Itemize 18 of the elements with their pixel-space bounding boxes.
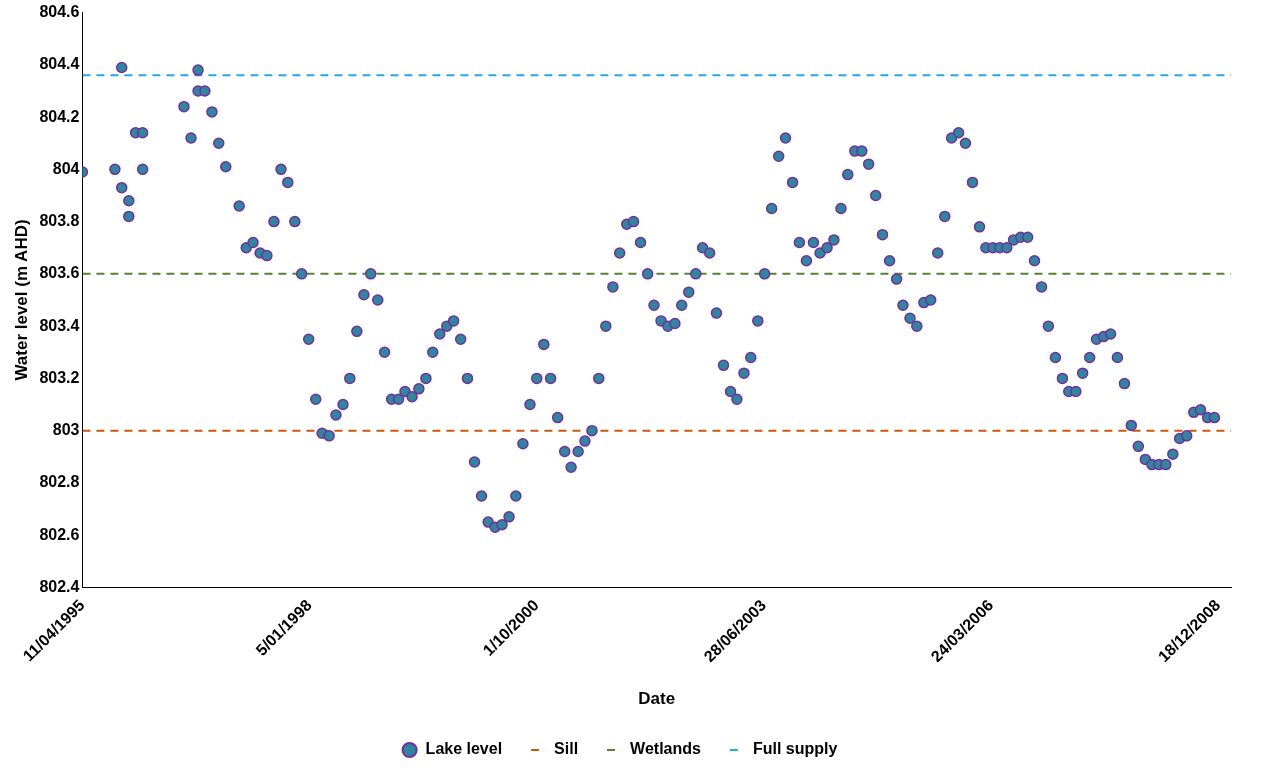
y-tick-label: 804.2 [39, 107, 80, 125]
y-tick-label: 802.8 [39, 473, 80, 491]
y-tick-label: 802.6 [39, 525, 80, 543]
y-tick-label: 803.2 [39, 368, 80, 386]
y-tick-label: 804.6 [39, 3, 80, 21]
legend-label: Lake level [425, 740, 503, 758]
y-axis-title: Water level (m AHD) [11, 219, 31, 381]
x-axis-title: Date [638, 689, 676, 709]
y-tick-label: 804.4 [39, 55, 80, 73]
y-tick-label: 803 [52, 421, 80, 439]
legend-label: Full supply [752, 740, 838, 758]
y-tick-label: 803.8 [39, 212, 80, 230]
y-tick-label: 804 [52, 159, 80, 177]
legend-label: Wetlands [630, 740, 702, 758]
y-tick-label: 803.6 [39, 264, 80, 282]
y-tick-label: 802.4 [39, 577, 80, 595]
y-tick-label: 803.4 [39, 316, 80, 334]
legend-label: Sill [554, 740, 579, 758]
